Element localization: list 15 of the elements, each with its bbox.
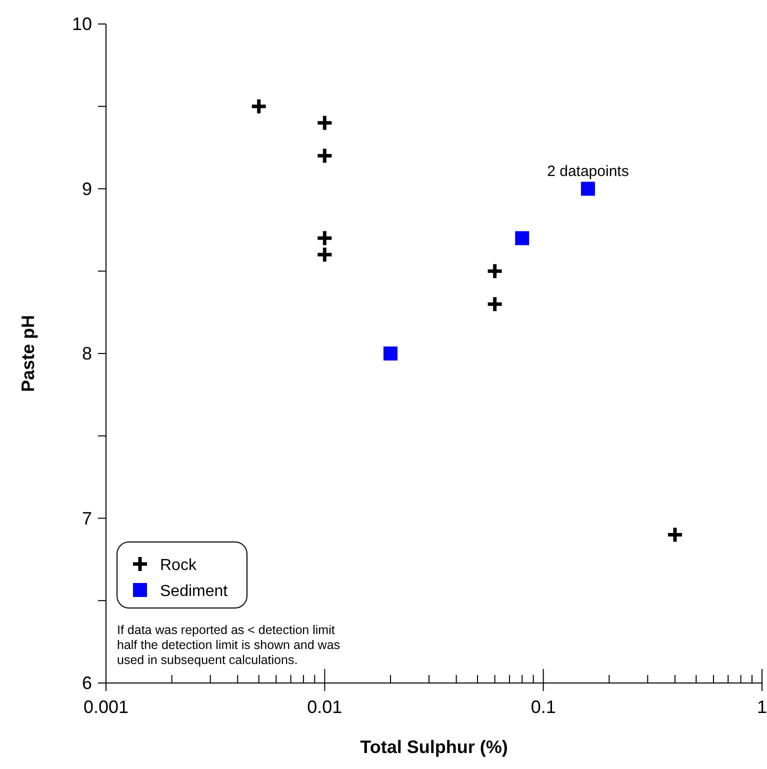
annotation: If data was reported as < detection limit half the detection limit is shown and was used in subsequent calculations. bbox=[117, 623, 340, 667]
x-tick-label: 0.1 bbox=[530, 697, 556, 717]
legend-label: Rock bbox=[160, 557, 198, 574]
x-axis-title: Total Sulphur (%) bbox=[360, 737, 508, 757]
y-tick-label: 9 bbox=[82, 178, 92, 199]
y-tick-label: 8 bbox=[82, 344, 92, 364]
x-tick-label: 0.001 bbox=[83, 697, 129, 717]
annotation: 2 datapoints bbox=[547, 162, 629, 180]
y-tick-label: 6 bbox=[82, 673, 92, 693]
x-tick-label: 0.01 bbox=[307, 697, 342, 717]
y-tick-label: 10 bbox=[72, 14, 92, 34]
legend-label: Sediment bbox=[160, 583, 228, 600]
x-tick-label: 1 bbox=[756, 697, 767, 717]
y-tick-label: 7 bbox=[82, 508, 92, 528]
y-axis-title: Paste pH bbox=[18, 314, 38, 392]
